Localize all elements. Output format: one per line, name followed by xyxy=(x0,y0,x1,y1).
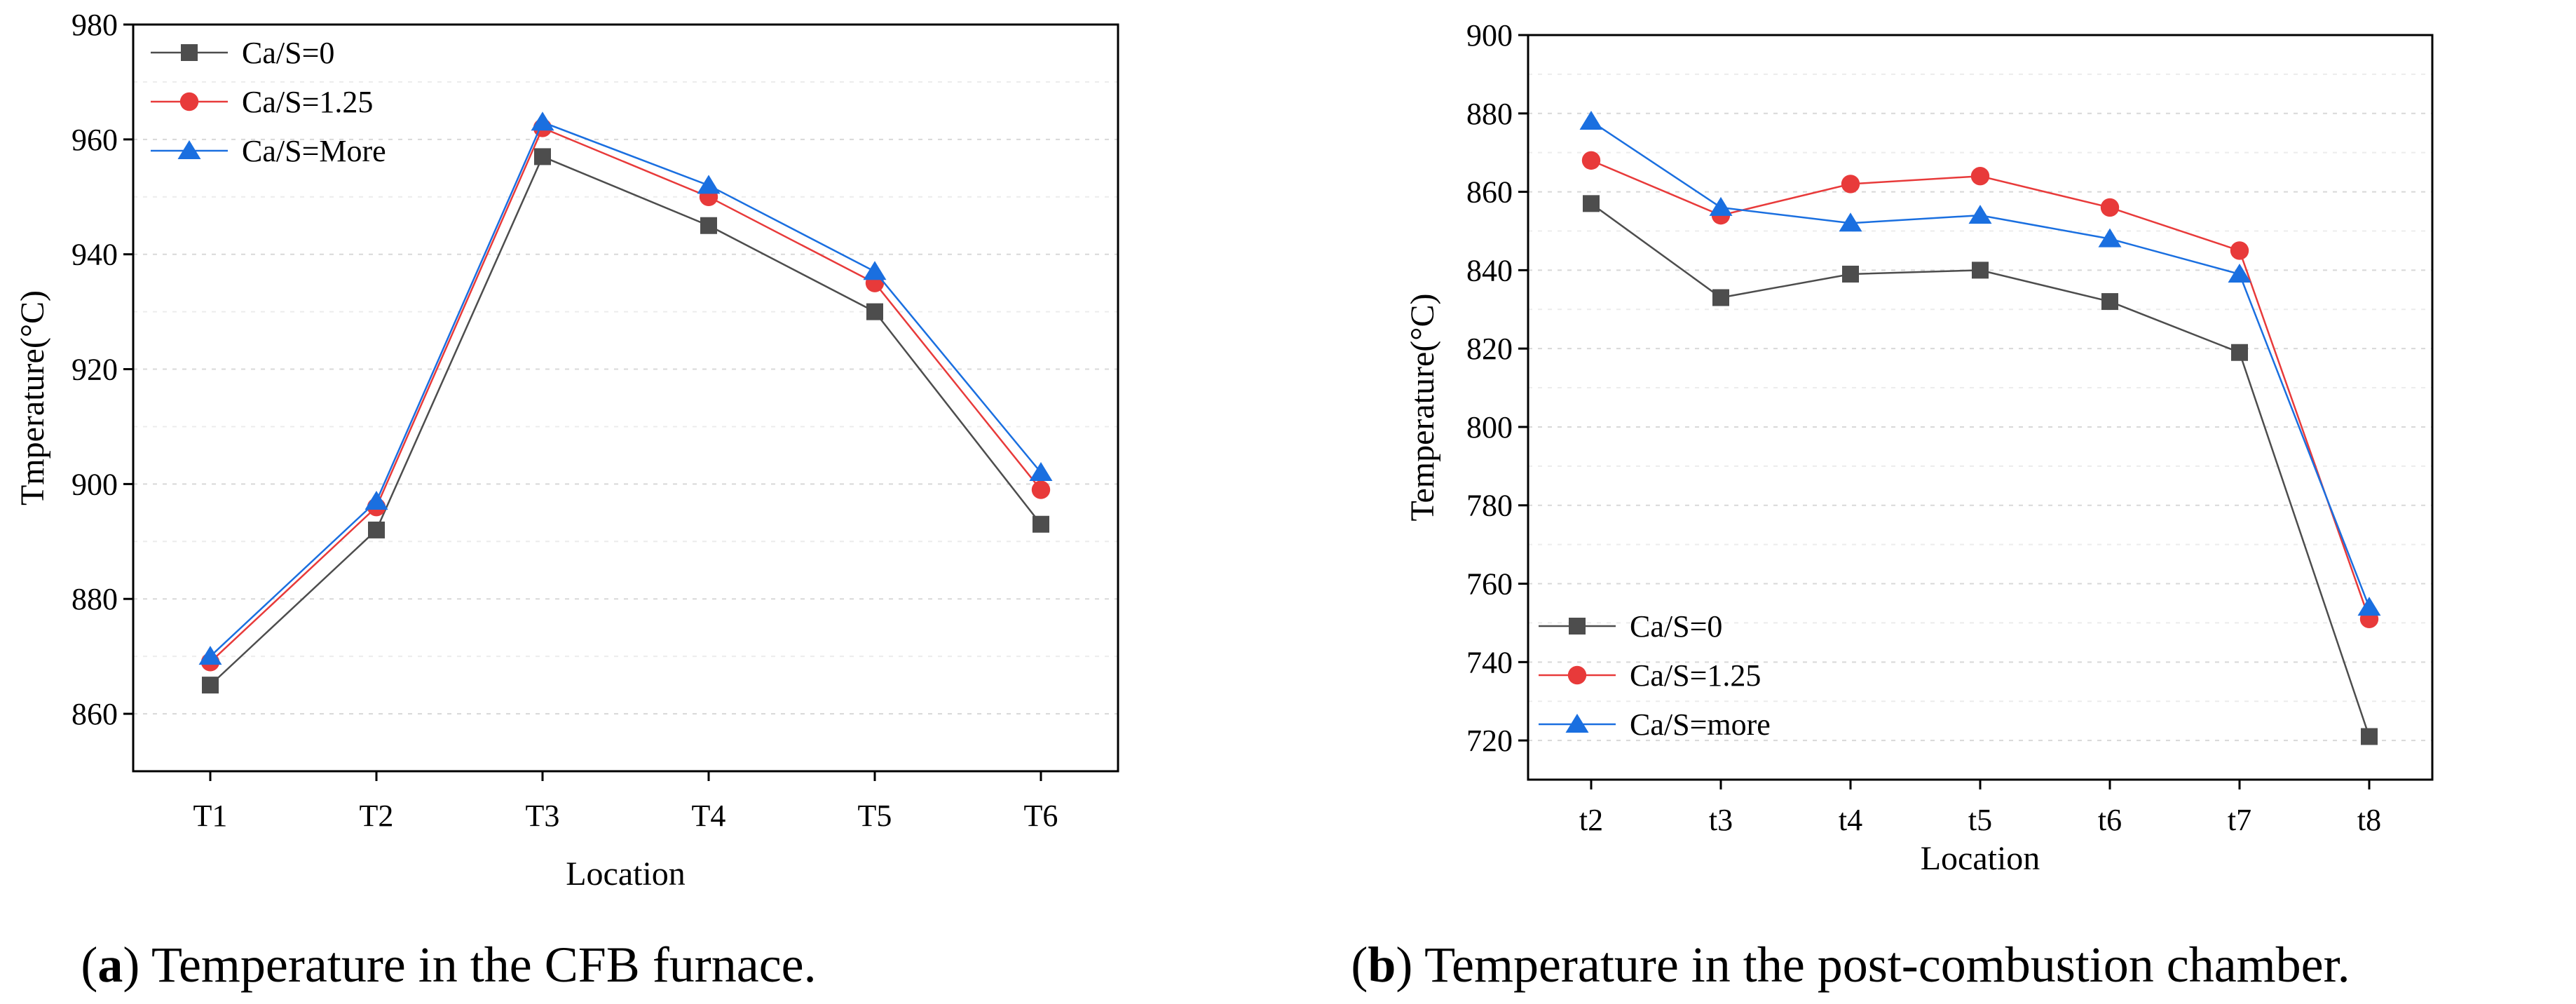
caption-label: a xyxy=(97,937,123,993)
legend-label: Ca/S=0 xyxy=(1630,609,1722,644)
legend-label: Ca/S=More xyxy=(242,134,386,168)
data-point xyxy=(2357,597,2381,616)
series-line-square xyxy=(1590,203,2371,737)
x-axis-title: Location xyxy=(1921,840,2040,877)
x-tick-label: t3 xyxy=(1709,803,1733,837)
series-line-triangle xyxy=(1590,120,2371,608)
y-tick-label: 800 xyxy=(1466,410,1513,445)
data-point xyxy=(1968,205,1992,224)
data-point xyxy=(2228,263,2251,283)
legend-marker xyxy=(179,92,199,111)
figure-caption: (b) Temperature in the post-combustion c… xyxy=(1351,937,2350,993)
data-point xyxy=(2230,241,2249,260)
data-point xyxy=(1581,151,1601,170)
y-tick-label: 860 xyxy=(71,697,118,731)
y-tick-label: 880 xyxy=(1466,97,1513,131)
x-tick-label: T4 xyxy=(692,799,726,833)
y-tick-label: 920 xyxy=(71,353,118,387)
x-tick-label: t4 xyxy=(1839,803,1862,837)
data-point xyxy=(198,646,222,665)
legend-marker xyxy=(1565,714,1589,733)
data-point xyxy=(364,490,388,510)
y-tick-label: 720 xyxy=(1466,724,1513,758)
x-tick-label: T6 xyxy=(1024,799,1058,833)
series-line-triangle xyxy=(210,121,1042,658)
y-tick-label: 840 xyxy=(1466,253,1513,287)
y-tick-label: 820 xyxy=(1466,332,1513,366)
y-tick-label: 780 xyxy=(1466,489,1513,523)
x-tick-label: t5 xyxy=(1968,803,1992,837)
x-tick-label: T3 xyxy=(526,799,560,833)
data-point xyxy=(1970,167,1990,186)
data-point xyxy=(2101,293,2118,311)
data-point xyxy=(1839,212,1862,232)
y-tick-label: 940 xyxy=(71,238,118,272)
x-tick-label: t7 xyxy=(2228,803,2251,837)
data-point xyxy=(700,217,717,234)
data-point xyxy=(1029,462,1053,481)
data-point xyxy=(1033,515,1049,533)
x-tick-label: T2 xyxy=(360,799,394,833)
x-tick-label: t8 xyxy=(2357,803,2381,837)
data-point xyxy=(863,261,887,280)
figure-caption: (a) Temperature in the CFB furnace. xyxy=(81,937,816,993)
legend-label: Ca/S=more xyxy=(1630,707,1771,742)
data-point xyxy=(1031,480,1051,499)
chart-panel-a: 860 880 900 920 940 960 980 T1 T2 T3 T4 T5 T6 Locatio… xyxy=(14,8,1119,993)
series-line-circle xyxy=(210,126,1042,663)
data-point xyxy=(2231,344,2248,361)
y-tick-label: 880 xyxy=(71,582,118,616)
caption-title: Temperature in the CFB furnace. xyxy=(151,937,817,993)
y-tick-label: 900 xyxy=(1466,18,1513,53)
plot-frame xyxy=(132,23,1119,773)
data-point xyxy=(1842,265,1859,283)
y-axis-title: Temperature(°C) xyxy=(1404,293,1441,521)
legend-marker xyxy=(1569,618,1586,635)
data-point xyxy=(1579,110,1603,130)
data-point xyxy=(1841,175,1860,194)
legend-marker xyxy=(1567,665,1587,685)
data-point xyxy=(534,148,551,165)
y-tick-label: 980 xyxy=(71,8,118,42)
data-point xyxy=(866,303,883,320)
data-point xyxy=(1712,289,1729,306)
caption-label: b xyxy=(1368,937,1396,993)
data-point xyxy=(697,175,721,194)
legend-marker xyxy=(177,140,201,159)
y-axis-title: Tmperature(°C) xyxy=(14,290,51,506)
data-point xyxy=(1583,195,1600,212)
x-axis-title: Location xyxy=(566,855,686,893)
x-tick-label: T5 xyxy=(858,799,892,833)
x-tick-label: T1 xyxy=(193,799,228,833)
legend-label: Ca/S=1.25 xyxy=(242,85,373,119)
legend-label: Ca/S=0 xyxy=(242,36,334,70)
data-point xyxy=(202,677,219,694)
chart-panel-b: 720 740 760 780 800 820 840 860 880 900 t2 t3 t4 t5 t6… xyxy=(1351,18,2434,993)
data-point xyxy=(368,521,385,538)
y-tick-label: 740 xyxy=(1466,645,1513,679)
x-tick-label: t6 xyxy=(2098,803,2122,837)
data-point xyxy=(2361,728,2378,745)
y-tick-label: 960 xyxy=(71,123,118,157)
series-line-square xyxy=(210,155,1042,686)
data-point xyxy=(2100,198,2120,217)
y-tick-label: 900 xyxy=(71,467,118,501)
caption-title: Temperature in the post-combustion chamb… xyxy=(1424,937,2350,993)
data-point xyxy=(531,111,554,131)
data-point xyxy=(1709,196,1733,216)
data-point xyxy=(2098,228,2122,247)
x-tick-label: t2 xyxy=(1579,803,1603,837)
legend-marker xyxy=(181,44,198,61)
legend-label: Ca/S=1.25 xyxy=(1630,658,1761,693)
y-tick-label: 760 xyxy=(1466,567,1513,602)
y-tick-label: 860 xyxy=(1466,175,1513,210)
data-point xyxy=(1972,262,1989,279)
